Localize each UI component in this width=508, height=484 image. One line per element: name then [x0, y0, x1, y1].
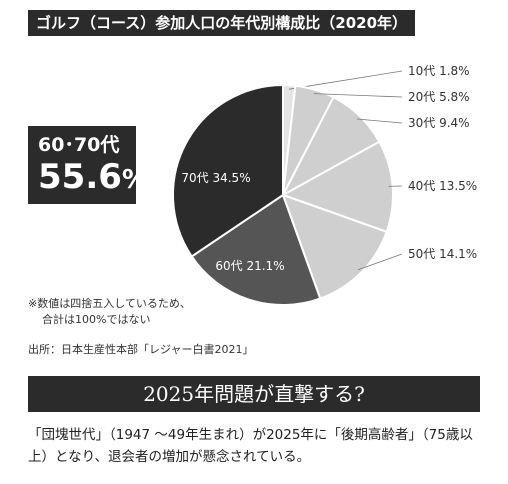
rounding-note: ※数値は四捨五入しているため、 合計は100%ではない — [28, 296, 191, 328]
pie-chart: 10代 1.8% 20代 5.8% 30代 9.4% 40代 13.5% 50代 14.… — [172, 64, 477, 306]
slice-label-10代: 10代 1.8% — [408, 64, 470, 78]
highlight-value: 55.6% — [38, 158, 148, 199]
slice-label-20代: 20代 5.8% — [408, 90, 470, 104]
source-note: 出所：日本生産性本部「レジャー白書2021」 — [28, 343, 254, 356]
highlight-label: 60･70代 — [38, 134, 120, 156]
slice-label-60代: 60代 21.1% — [215, 259, 284, 273]
highlight-unit: % — [121, 165, 148, 195]
note-line-2: 合計は100%ではない — [42, 313, 151, 326]
pie-slice-50代 — [281, 193, 388, 300]
highlight-box: 60･70代 55.6% — [28, 126, 148, 204]
leader-line-20代 — [313, 93, 403, 98]
slice-label-50代: 50代 14.1% — [408, 247, 477, 261]
body-paragraph: 「団塊世代」（1947 ～49年生まれ）が2025年に「後期高齢者」（75歳以上… — [28, 427, 473, 465]
leader-line-10代 — [288, 70, 403, 90]
chart-title: ゴルフ（コース）参加人口の年代別構成比（2020年） — [28, 10, 416, 36]
pie-slice-60代 — [190, 193, 322, 306]
highlight-number: 55.6 — [38, 157, 122, 197]
slice-label-30代: 30代 9.4% — [408, 116, 470, 130]
leader-line-50代 — [357, 253, 403, 271]
pie-slice-70代 — [172, 83, 284, 258]
slice-label-70代: 70代 34.5% — [181, 171, 250, 185]
slice-label-40代: 40代 13.5% — [408, 179, 477, 193]
section-banner: 2025年問題が直撃する? — [28, 376, 480, 412]
note-line-1: ※数値は四捨五入しているため、 — [28, 297, 191, 310]
leader-line-30代 — [356, 118, 403, 124]
